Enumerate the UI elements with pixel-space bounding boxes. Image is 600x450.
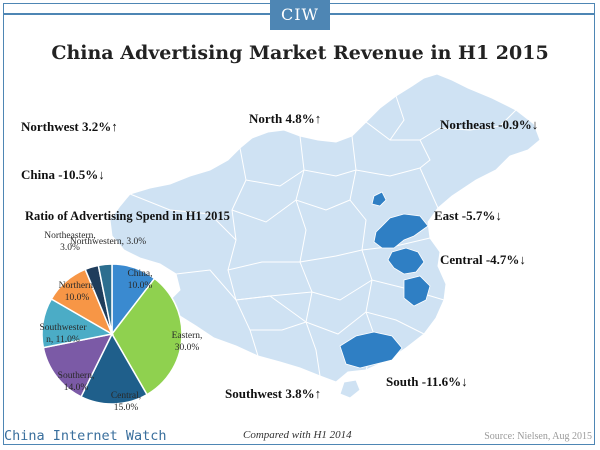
shanghai-zhejiang-shape bbox=[387, 247, 425, 275]
pie-chart-title: Ratio of Advertising Spend in H1 2015 bbox=[25, 209, 230, 223]
pie-label-northern: Northern, 10.0% bbox=[58, 281, 96, 303]
shandong-jiangsu-shape bbox=[373, 213, 429, 249]
pie-label-northwestern: Northwestern, 3.0% bbox=[69, 237, 147, 247]
footer-note: Compared with H1 2014 bbox=[243, 429, 352, 441]
pie-slice-eastern bbox=[111, 277, 183, 396]
region-label-southwest: Southwest 3.8%↑ bbox=[225, 386, 322, 401]
footer-source: Source: Nielsen, Aug 2015 bbox=[484, 431, 592, 442]
ciw-logo: CIW bbox=[270, 0, 330, 30]
china-mainland-shape bbox=[109, 73, 541, 383]
pie-label-central: Central, 15.0% bbox=[110, 391, 142, 413]
zhejiang-fujian-shape bbox=[403, 275, 431, 307]
page-title: China Advertising Market Revenue in H1 2… bbox=[51, 42, 549, 64]
region-label-south: South -11.6%↓ bbox=[386, 374, 468, 389]
pie-label-southern: Southern, 14.0% bbox=[57, 371, 95, 393]
footer-brand: China Internet Watch bbox=[4, 428, 167, 444]
pie-label-china: China, 10.0% bbox=[127, 269, 153, 291]
hainan-island-shape bbox=[339, 379, 361, 399]
pie-slice-central bbox=[80, 332, 149, 405]
region-label-china: China -10.5%↓ bbox=[21, 167, 105, 182]
highlighted-provinces bbox=[339, 191, 431, 369]
beijing-tianjin-shape bbox=[371, 191, 387, 207]
pie-label-eastern: Eastern, 30.0% bbox=[171, 331, 203, 353]
region-label-northwest: Northwest 3.2%↑ bbox=[21, 119, 118, 134]
pie-slice-northwestern bbox=[97, 263, 113, 335]
region-label-central: Central -4.7%↓ bbox=[440, 252, 526, 267]
region-label-north: North 4.8%↑ bbox=[249, 111, 322, 126]
region-label-east: East -5.7%↓ bbox=[434, 208, 502, 223]
pie-label-northeastern: Northeastern, 3.0% bbox=[44, 231, 96, 253]
pie-label-southwestern: Southwester n, 11.0% bbox=[39, 323, 87, 345]
region-label-northeast: Northeast -0.9%↓ bbox=[440, 117, 539, 132]
pie-slice-southern bbox=[42, 332, 114, 398]
guangdong-shape bbox=[339, 331, 403, 369]
